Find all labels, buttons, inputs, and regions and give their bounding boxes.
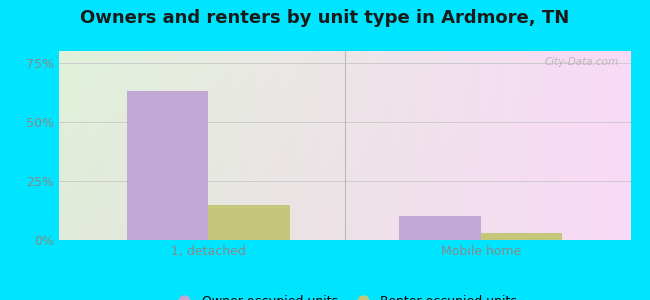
- Bar: [481, 233, 562, 240]
- Legend: Owner occupied units, Renter occupied units: Owner occupied units, Renter occupied un…: [167, 290, 522, 300]
- Text: Owners and renters by unit type in Ardmore, TN: Owners and renters by unit type in Ardmo…: [81, 9, 569, 27]
- Text: City-Data.com: City-Data.com: [545, 57, 619, 67]
- Bar: [399, 216, 481, 240]
- Bar: [208, 205, 290, 240]
- Bar: [127, 91, 208, 240]
